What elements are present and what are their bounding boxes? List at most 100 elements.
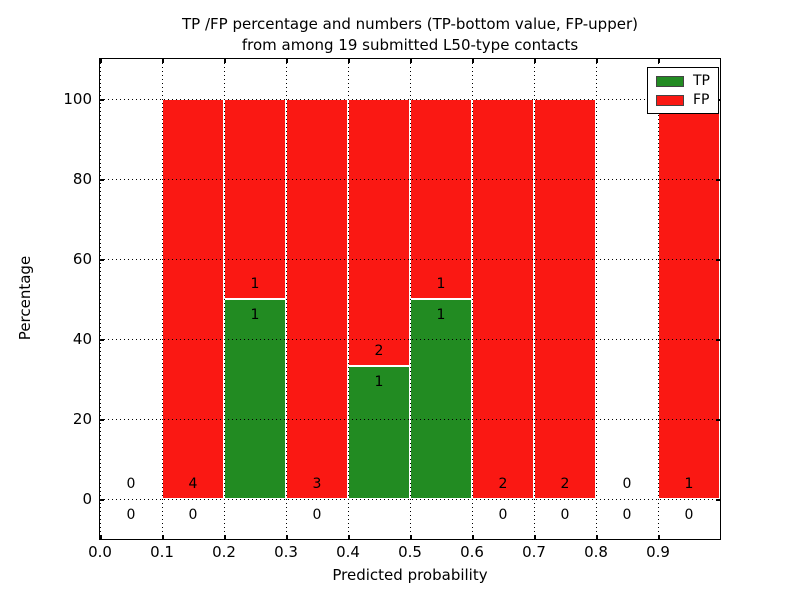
fp-count-label: 1 <box>684 476 694 492</box>
y-tick-label: 80 <box>72 170 92 188</box>
fp-bar-segment <box>224 99 286 299</box>
chart-title: TP /FP percentage and numbers (TP-bottom… <box>100 14 720 56</box>
y-tick-label: 20 <box>72 410 92 428</box>
y-tick-label: 40 <box>72 330 92 348</box>
fp-count-label: 0 <box>126 476 136 492</box>
x-tick-label: 0.2 <box>212 543 236 561</box>
x-tick-mark <box>534 535 536 539</box>
x-tick-mark <box>100 59 102 63</box>
x-gridline <box>162 59 163 539</box>
fp-count-label: 2 <box>374 342 384 359</box>
x-gridline <box>410 59 411 539</box>
fp-bar-segment <box>534 99 596 499</box>
x-tick-mark <box>472 535 474 539</box>
y-tick-mark <box>100 339 104 341</box>
legend-item-tp: TP <box>656 74 710 88</box>
x-tick-mark <box>658 59 660 63</box>
x-tick-mark <box>472 59 474 63</box>
x-tick-mark <box>162 59 164 63</box>
x-tick-mark <box>348 535 350 539</box>
x-gridline <box>100 59 101 539</box>
tp-count-label: 0 <box>622 507 632 523</box>
x-tick-mark <box>224 59 226 63</box>
x-tick-mark <box>596 59 598 63</box>
fp-count-label: 0 <box>622 476 632 492</box>
x-gridline <box>472 59 473 539</box>
fp-count-label: 1 <box>250 276 260 292</box>
tp-count-label: 1 <box>374 373 384 390</box>
tp-bar-segment <box>224 299 286 499</box>
fp-bar-segment <box>286 99 348 499</box>
plot-area: TP FP 0 0 4 0 1 1 3 0 2 1 1 1 2 0 2 0 0 0 1 0 0.0 0.1 0.2 0.3 0.4… <box>63 58 721 561</box>
legend-swatch-fp <box>656 94 684 106</box>
x-tick-mark <box>410 535 412 539</box>
fp-bar-segment <box>472 99 534 499</box>
y-tick-label: 60 <box>72 250 92 268</box>
x-axis-label: Predicted probability <box>332 566 488 584</box>
y-tick-mark <box>716 259 720 261</box>
legend-item-fp: FP <box>656 93 710 107</box>
fp-count-label: 2 <box>560 476 570 492</box>
fp-bar-segment <box>348 99 410 366</box>
legend-label-fp: FP <box>693 92 710 108</box>
fp-bar-segment <box>410 99 472 299</box>
y-tick-mark <box>716 179 720 181</box>
y-tick-label: 0 <box>82 490 92 508</box>
chart-title-line1: TP /FP percentage and numbers (TP-bottom… <box>182 15 638 33</box>
fp-bar-segment <box>658 99 720 499</box>
x-tick-label: 0.8 <box>584 543 608 561</box>
x-tick-mark <box>534 59 536 63</box>
tp-count-label: 0 <box>188 507 198 523</box>
fp-count-label: 4 <box>188 476 198 492</box>
x-tick-mark <box>286 59 288 63</box>
x-gridline <box>348 59 349 539</box>
tp-count-label: 0 <box>126 507 136 523</box>
x-tick-label: 0.9 <box>646 543 670 561</box>
fp-count-label: 2 <box>498 476 508 492</box>
x-tick-label: 0.5 <box>398 543 422 561</box>
tp-count-label: 0 <box>498 507 508 523</box>
x-gridline <box>596 59 597 539</box>
legend-swatch-tp <box>656 75 684 87</box>
x-tick-label: 0.7 <box>522 543 546 561</box>
fp-bar-segment <box>162 99 224 499</box>
y-tick-mark <box>716 419 720 421</box>
chart-title-line2: from among 19 submitted L50-type contact… <box>241 36 579 54</box>
x-tick-label: 0.1 <box>150 543 174 561</box>
legend-label-tp: TP <box>693 73 710 89</box>
x-tick-mark <box>348 59 350 63</box>
tp-bar-segment <box>410 299 472 499</box>
y-tick-mark <box>100 419 104 421</box>
x-tick-mark <box>596 535 598 539</box>
tp-count-label: 0 <box>684 507 694 523</box>
y-tick-mark <box>100 179 104 181</box>
x-tick-mark <box>224 535 226 539</box>
x-tick-mark <box>162 535 164 539</box>
fp-count-label: 3 <box>312 476 322 492</box>
x-gridline <box>286 59 287 539</box>
x-gridline <box>658 59 659 539</box>
y-tick-label: 100 <box>63 90 92 108</box>
y-tick-mark <box>716 499 720 501</box>
x-tick-mark <box>410 59 412 63</box>
y-tick-mark <box>100 99 104 101</box>
x-tick-label: 0.0 <box>88 543 112 561</box>
x-gridline <box>534 59 535 539</box>
y-tick-mark <box>716 339 720 341</box>
x-tick-label: 0.3 <box>274 543 298 561</box>
x-gridline <box>224 59 225 539</box>
fp-count-label: 1 <box>436 276 446 292</box>
tp-count-label: 1 <box>250 307 260 323</box>
x-tick-label: 0.6 <box>460 543 484 561</box>
tp-count-label: 0 <box>312 507 322 523</box>
y-axis-label: Percentage <box>16 255 34 341</box>
legend: TP FP <box>647 67 719 114</box>
x-tick-label: 0.4 <box>336 543 360 561</box>
tp-count-label: 1 <box>436 307 446 323</box>
tp-count-label: 0 <box>560 507 570 523</box>
x-tick-mark <box>286 535 288 539</box>
x-tick-mark <box>658 535 660 539</box>
y-tick-mark <box>100 259 104 261</box>
y-tick-mark <box>100 499 104 501</box>
